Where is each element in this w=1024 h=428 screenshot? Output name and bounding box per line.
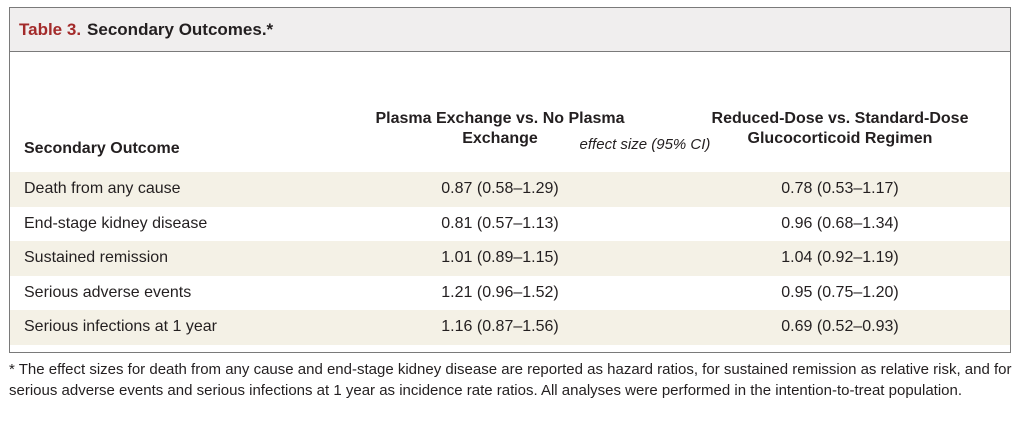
plasma-exchange-value: 1.16 (0.87–1.56) <box>441 318 559 336</box>
outcome-cell: End-stage kidney disease <box>24 214 208 232</box>
table-footnote: * The effect sizes for death from any ca… <box>9 361 1012 399</box>
table-body: Death from any cause 0.87 (0.58–1.29) 0.… <box>10 172 1010 345</box>
column-header-plasma-exchange: Plasma Exchange vs. No Plasma Exchange <box>375 110 625 147</box>
glucocorticoid-value: 0.95 (0.75–1.20) <box>781 283 899 301</box>
plasma-exchange-value: 1.21 (0.96–1.52) <box>441 283 559 301</box>
secondary-outcomes-table: Table 3. Secondary Outcomes.* Plasma Exc… <box>9 7 1011 353</box>
table-number: Table 3. <box>19 19 82 39</box>
plasma-exchange-value: 0.87 (0.58–1.29) <box>441 180 559 198</box>
table-row: Serious adverse events 1.21 (0.96–1.52) … <box>10 275 1010 310</box>
table-row: End-stage kidney disease 0.81 (0.57–1.13… <box>10 206 1010 241</box>
table-title: Secondary Outcomes.* <box>87 19 274 39</box>
column-header-glucocorticoid: Reduced-Dose vs. Standard-Dose Glucocort… <box>711 110 969 147</box>
column-header-outcome: Secondary Outcome <box>24 140 180 157</box>
outcome-cell: Serious adverse events <box>24 283 192 301</box>
table-header: Plasma Exchange vs. No Plasma Exchange R… <box>10 52 1010 172</box>
outcome-cell: Death from any cause <box>24 180 181 198</box>
table-row: Sustained remission 1.01 (0.89–1.15) 1.0… <box>10 241 1010 276</box>
table-row: Serious infections at 1 year 1.16 (0.87–… <box>10 310 1010 345</box>
glucocorticoid-value: 1.04 (0.92–1.19) <box>781 249 899 267</box>
plasma-exchange-value: 0.81 (0.57–1.13) <box>441 214 559 232</box>
outcome-cell: Sustained remission <box>24 249 169 267</box>
plasma-exchange-value: 1.01 (0.89–1.15) <box>441 249 559 267</box>
glucocorticoid-value: 0.69 (0.52–0.93) <box>781 318 899 336</box>
effect-size-unit-label: effect size (95% CI) <box>579 136 711 153</box>
table-row: Death from any cause 0.87 (0.58–1.29) 0.… <box>10 172 1010 207</box>
table-title-bar: Table 3. Secondary Outcomes.* <box>10 8 1010 52</box>
glucocorticoid-value: 0.78 (0.53–1.17) <box>781 180 899 198</box>
outcome-cell: Serious infections at 1 year <box>24 318 217 336</box>
glucocorticoid-value: 0.96 (0.68–1.34) <box>781 214 899 232</box>
